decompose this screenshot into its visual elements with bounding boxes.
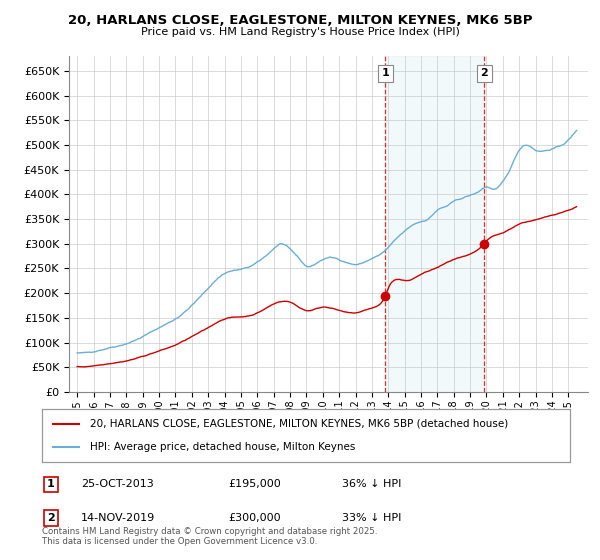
Text: £195,000: £195,000 [228, 479, 281, 489]
Text: Contains HM Land Registry data © Crown copyright and database right 2025.
This d: Contains HM Land Registry data © Crown c… [42, 526, 377, 546]
Text: 25-OCT-2013: 25-OCT-2013 [81, 479, 154, 489]
Text: 20, HARLANS CLOSE, EAGLESTONE, MILTON KEYNES, MK6 5BP (detached house): 20, HARLANS CLOSE, EAGLESTONE, MILTON KE… [89, 419, 508, 429]
Bar [385, 56, 484, 392]
Text: 33% ↓ HPI: 33% ↓ HPI [342, 513, 401, 523]
Text: 2: 2 [47, 513, 55, 523]
Text: HPI: Average price, detached house, Milton Keynes: HPI: Average price, detached house, Milt… [89, 442, 355, 452]
Text: 36% ↓ HPI: 36% ↓ HPI [342, 479, 401, 489]
Text: £300,000: £300,000 [228, 513, 281, 523]
Text: 14-NOV-2019: 14-NOV-2019 [81, 513, 155, 523]
Text: 1: 1 [382, 68, 389, 78]
Text: 1: 1 [47, 479, 55, 489]
Text: 2: 2 [481, 68, 488, 78]
Text: 20, HARLANS CLOSE, EAGLESTONE, MILTON KEYNES, MK6 5BP: 20, HARLANS CLOSE, EAGLESTONE, MILTON KE… [68, 14, 532, 27]
Text: Price paid vs. HM Land Registry's House Price Index (HPI): Price paid vs. HM Land Registry's House … [140, 27, 460, 37]
